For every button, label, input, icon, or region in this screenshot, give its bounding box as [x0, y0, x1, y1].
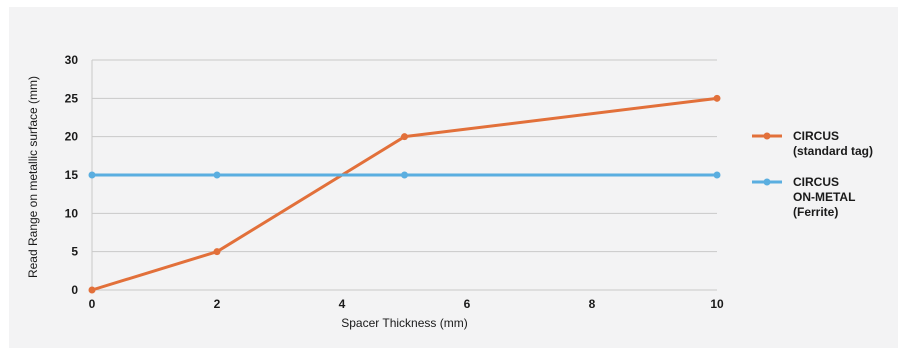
data-point-series-0 [213, 248, 221, 256]
chart-background [9, 7, 898, 348]
data-point-series-1 [88, 171, 96, 179]
data-point-series-1 [213, 171, 221, 179]
data-point-series-0 [401, 133, 408, 141]
x-tick-label: 10 [710, 297, 724, 311]
x-tick-label: 0 [89, 297, 96, 311]
legend-item-0: CIRCUS(standard tag) [752, 129, 873, 158]
data-point-series-0 [88, 286, 96, 294]
data-point-series-1 [713, 171, 721, 179]
legend-label: CIRCUS [793, 129, 839, 143]
legend-swatch-marker [763, 132, 771, 140]
y-tick-label: 0 [71, 283, 78, 297]
y-tick-label: 15 [65, 168, 79, 182]
y-tick-labels: 0 5 10 15 20 25 30 [65, 53, 79, 297]
x-axis-label: Spacer Thickness (mm) [341, 316, 467, 330]
legend-label: CIRCUS [793, 175, 839, 189]
x-tick-label: 8 [589, 297, 596, 311]
x-tick-label: 6 [464, 297, 471, 311]
data-point-series-1 [401, 171, 408, 179]
series-lines [90, 96, 719, 292]
legend-label: ON-METAL [793, 190, 855, 204]
y-axis-label: Read Range on metallic surface (mm) [26, 76, 40, 278]
y-tick-label: 30 [65, 53, 79, 67]
data-point-series-0 [713, 94, 721, 102]
x-tick-labels: 0 2 4 6 8 10 [89, 297, 724, 311]
legend-swatch-marker [763, 178, 771, 186]
x-tick-label: 4 [339, 297, 346, 311]
legend-label: (standard tag) [793, 144, 873, 158]
y-tick-label: 20 [65, 130, 79, 144]
x-tick-label: 2 [214, 297, 221, 311]
series-line-0 [90, 96, 719, 292]
legend-label: (Ferrite) [793, 205, 838, 219]
legend: CIRCUS(standard tag)CIRCUSON-METAL(Ferri… [752, 129, 873, 219]
data-points [88, 94, 721, 294]
y-tick-label: 5 [71, 245, 78, 259]
y-tick-label: 10 [65, 206, 79, 220]
y-tick-label: 25 [65, 91, 79, 105]
